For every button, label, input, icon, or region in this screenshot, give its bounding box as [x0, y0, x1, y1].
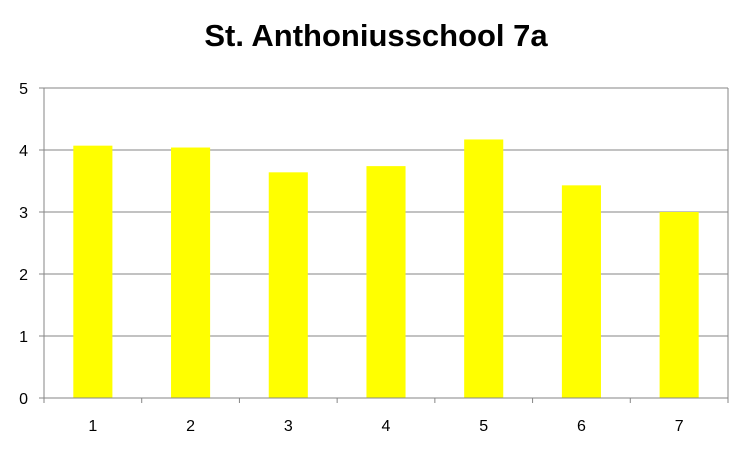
tick-labels: 0 1 2 3 4 5 1 2 3 4 5 6 7: [19, 81, 684, 435]
x-tick-label: 2: [186, 418, 195, 435]
bars: [73, 139, 699, 398]
y-tick-label: 1: [19, 329, 28, 346]
x-tick-label: 7: [675, 418, 684, 435]
bar-2: [171, 147, 211, 398]
axes: [39, 87, 729, 403]
x-tick-label: 3: [284, 418, 293, 435]
x-tick-label: 6: [577, 418, 586, 435]
y-tick-label: 2: [19, 267, 28, 284]
y-tick-label: 4: [19, 143, 28, 160]
x-tick-label: 5: [479, 418, 488, 435]
bar-6: [561, 185, 601, 398]
y-tick-label: 3: [19, 205, 28, 222]
x-tick-label: 1: [88, 418, 97, 435]
bar-5: [464, 139, 504, 398]
x-tick-label: 4: [382, 418, 391, 435]
y-tick-label: 5: [19, 81, 28, 98]
y-tick-label: 0: [19, 391, 28, 408]
bar-4: [366, 166, 406, 398]
bar-1: [73, 145, 113, 398]
bar-3: [268, 172, 308, 398]
bar-7: [659, 212, 699, 398]
chart-title: St. Anthoniusschool 7a: [204, 18, 548, 53]
